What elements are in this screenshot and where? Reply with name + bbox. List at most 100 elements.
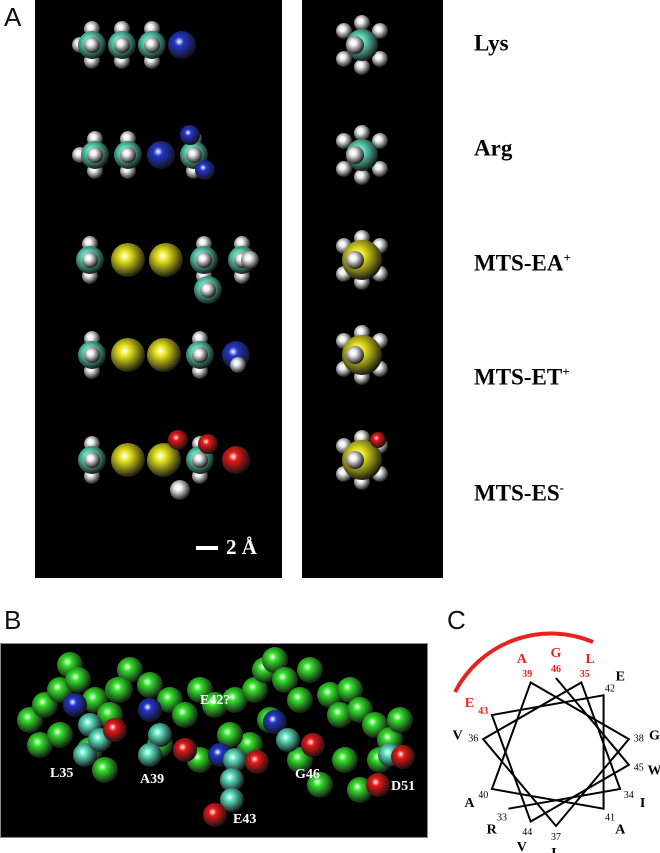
hydrogen-atom: [372, 23, 388, 39]
molecule-label-arg: Arg: [474, 135, 513, 161]
residue-letter-37: L: [551, 846, 560, 853]
hydrogen-atom: [186, 147, 202, 163]
nitrogen-atom: [63, 693, 87, 717]
hydrogen-atom: [346, 346, 364, 364]
oxygen-atom: [103, 718, 127, 742]
residue-label-a39: A39: [140, 772, 165, 787]
residue-label-d51: D51: [391, 779, 416, 794]
nitrogen-atom: [180, 125, 200, 145]
helix-atom: [27, 732, 53, 758]
sulfur-atom: [147, 443, 181, 477]
residue-label-e43: E43: [233, 812, 257, 827]
oxygen-atom: [301, 733, 325, 757]
sulfur-atom: [147, 338, 181, 372]
nitrogen-atom: [195, 160, 215, 180]
sulfur-atom: [149, 243, 183, 277]
hydrogen-atom: [354, 59, 370, 75]
residue-number-38: 38: [634, 733, 644, 744]
oxygen-atom: [222, 446, 250, 474]
residue-label-g46: G46: [295, 767, 320, 782]
residue-letter-43: E: [465, 696, 474, 711]
panel-label-b: B: [4, 605, 22, 635]
end-view-panel: [302, 0, 443, 578]
residue-number-42: 42: [605, 684, 615, 695]
residue-number-37: 37: [551, 832, 561, 843]
helix-atom: [172, 702, 198, 728]
hydrogen-atom: [346, 451, 364, 469]
hydrogen-atom: [354, 125, 370, 141]
panel-label-c: C: [447, 605, 466, 635]
helix-atom: [242, 677, 268, 703]
hydrogen-atom: [372, 161, 388, 177]
oxygen-atom: [245, 750, 269, 774]
panel-label-a: A: [4, 2, 22, 32]
scale-bar-label: 2 Å: [226, 535, 257, 559]
nitrogen-atom: [168, 31, 196, 59]
helix-atom: [117, 657, 143, 683]
hydrogen-atom: [354, 15, 370, 31]
hydrophilic-face-arc: [453, 631, 594, 693]
helix-atom: [287, 687, 313, 713]
hydrogen-atom: [87, 147, 103, 163]
hydrogen-atom: [144, 37, 160, 53]
residue-number-33: 33: [497, 812, 507, 823]
residue-number-46: 46: [551, 664, 561, 675]
residue-letter-36: V: [452, 729, 462, 744]
hydrogen-atom: [354, 169, 370, 185]
residue-letter-46: G: [551, 646, 562, 661]
hydrogen-atom: [346, 36, 364, 54]
hydrogen-atom: [200, 282, 216, 298]
residue-letter-38: G: [649, 729, 660, 744]
hydrogen-atom: [346, 251, 364, 269]
hydrogen-atom: [82, 252, 98, 268]
residue-number-39: 39: [522, 669, 532, 680]
residue-number-35: 35: [580, 669, 590, 680]
carbon-atom: [148, 723, 172, 747]
residue-letter-41: A: [615, 823, 626, 838]
helix-atom: [217, 722, 243, 748]
molecule-label-mts-ea: MTS-EA+: [474, 250, 571, 276]
hydrogen-atom: [336, 23, 352, 39]
oxygen-atom: [391, 745, 415, 769]
carbon-atom: [276, 728, 300, 752]
helix-atom: [337, 677, 363, 703]
oxygen-atom: [198, 434, 218, 454]
hydrogen-atom: [192, 452, 208, 468]
hydrogen-atom: [230, 357, 246, 373]
helix-atom: [387, 707, 413, 733]
helix-atom: [262, 647, 288, 673]
helix-atom: [92, 757, 118, 783]
sulfur-atom: [111, 338, 145, 372]
hydrogen-atom: [84, 37, 100, 53]
sulfur-atom: [111, 443, 145, 477]
residue-letter-45: W: [647, 763, 660, 778]
molecule-label-lys: Lys: [474, 30, 509, 56]
helix-atom: [327, 702, 353, 728]
side-view-panel: [35, 0, 282, 578]
nitrogen-atom: [147, 141, 175, 169]
hydrogen-atom: [336, 133, 352, 149]
hydrogen-atom: [336, 161, 352, 177]
helix-atom: [65, 667, 91, 693]
hydrogen-atom: [170, 480, 190, 500]
helix-atom: [107, 677, 133, 703]
residue-number-36: 36: [468, 733, 478, 744]
hydrogen-atom: [120, 147, 136, 163]
residue-label-l35: L35: [50, 766, 74, 781]
residue-letter-40: A: [464, 796, 475, 811]
residue-letter-33: R: [487, 823, 498, 838]
oxygen-atom: [370, 432, 386, 448]
helix-atom: [297, 657, 323, 683]
molecule-label-mts-et: MTS-ET+: [474, 364, 570, 390]
helix-atom: [202, 692, 228, 718]
residue-letter-34: I: [640, 796, 645, 811]
carbon-atom: [220, 788, 244, 812]
carbon-atom: [138, 743, 162, 767]
helix-atom: [272, 667, 298, 693]
helix-atom: [222, 687, 248, 713]
hydrogen-atom: [84, 347, 100, 363]
residue-number-45: 45: [634, 763, 644, 774]
residue-label-e42: E42?: [200, 693, 231, 708]
hydrogen-atom: [114, 37, 130, 53]
residue-number-44: 44: [522, 827, 532, 838]
